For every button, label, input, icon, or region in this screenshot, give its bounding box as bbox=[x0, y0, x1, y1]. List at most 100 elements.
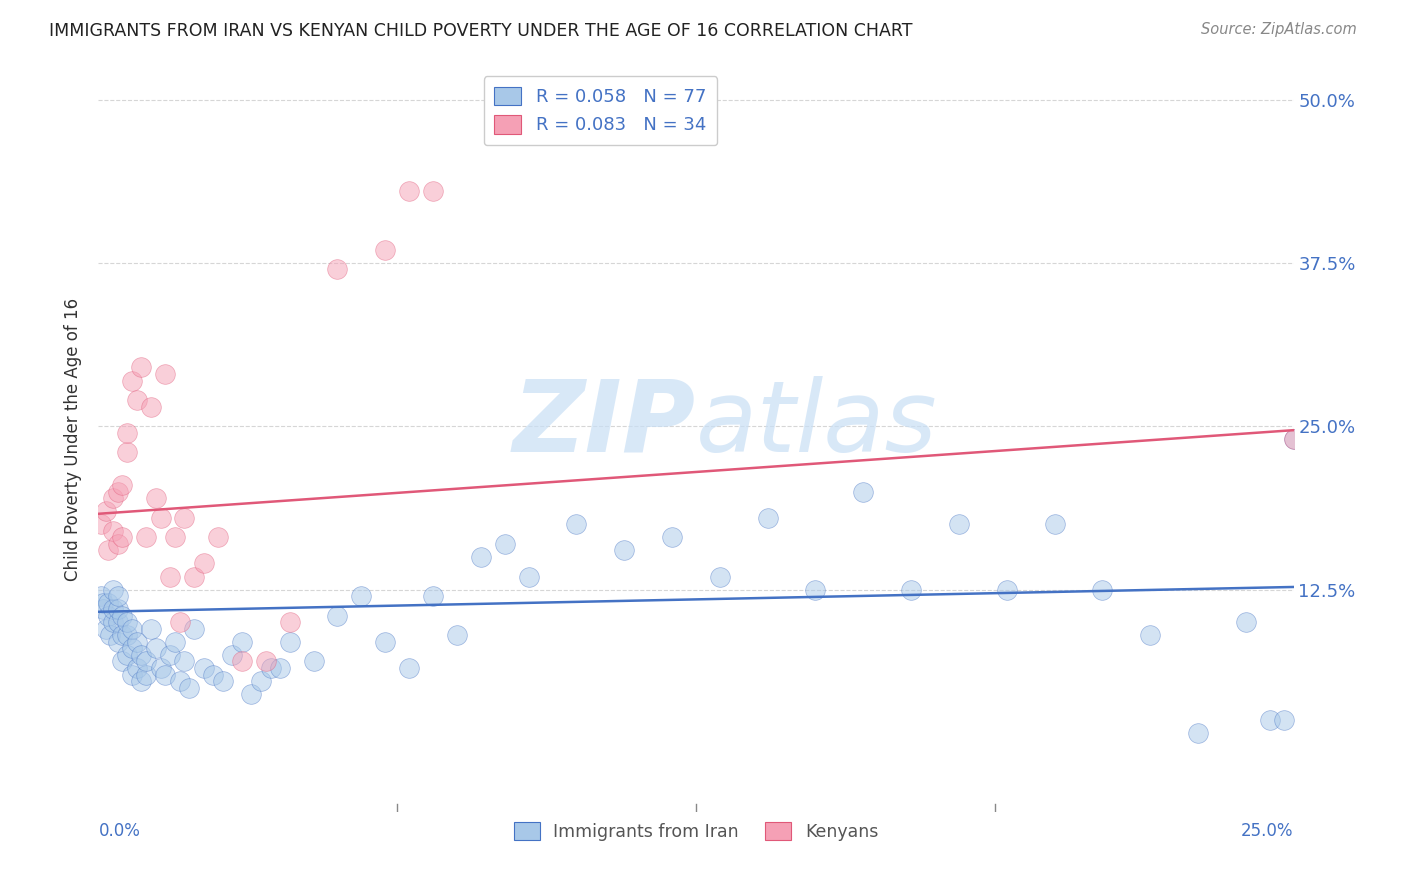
Point bbox=[900, 582, 922, 597]
Point bbox=[169, 615, 191, 630]
Point bbox=[111, 608, 134, 623]
Point bbox=[107, 484, 129, 499]
Point bbox=[269, 661, 291, 675]
Point bbox=[183, 569, 205, 583]
Point bbox=[101, 615, 124, 630]
Point bbox=[97, 608, 120, 623]
Point bbox=[111, 530, 134, 544]
Point bbox=[350, 589, 373, 603]
Point bbox=[115, 648, 138, 662]
Point bbox=[115, 445, 138, 459]
Point bbox=[422, 184, 444, 198]
Point bbox=[121, 374, 143, 388]
Point bbox=[1187, 726, 1209, 740]
Text: 0.0%: 0.0% bbox=[98, 822, 141, 840]
Point bbox=[1139, 628, 1161, 642]
Point bbox=[149, 661, 172, 675]
Point bbox=[125, 393, 148, 408]
Point bbox=[125, 635, 148, 649]
Point bbox=[145, 491, 167, 505]
Point bbox=[131, 360, 153, 375]
Point bbox=[231, 655, 253, 669]
Point bbox=[193, 557, 215, 571]
Point bbox=[1091, 582, 1114, 597]
Point bbox=[804, 582, 827, 597]
Point bbox=[135, 667, 157, 681]
Point bbox=[101, 524, 124, 538]
Text: Source: ZipAtlas.com: Source: ZipAtlas.com bbox=[1201, 22, 1357, 37]
Point bbox=[179, 681, 201, 695]
Point bbox=[240, 687, 263, 701]
Point bbox=[278, 615, 301, 630]
Point bbox=[278, 635, 301, 649]
Point bbox=[163, 635, 186, 649]
Point bbox=[155, 667, 177, 681]
Point bbox=[1258, 713, 1281, 727]
Point bbox=[94, 504, 117, 518]
Point bbox=[155, 367, 177, 381]
Point bbox=[470, 549, 492, 564]
Point bbox=[149, 510, 172, 524]
Text: ZIP: ZIP bbox=[513, 376, 696, 473]
Point bbox=[131, 674, 153, 689]
Point bbox=[398, 184, 420, 198]
Point bbox=[259, 661, 281, 675]
Point bbox=[90, 517, 112, 532]
Point bbox=[1272, 713, 1295, 727]
Point bbox=[193, 661, 215, 675]
Point bbox=[97, 543, 120, 558]
Point bbox=[183, 622, 205, 636]
Point bbox=[709, 569, 731, 583]
Point bbox=[1234, 615, 1257, 630]
Point bbox=[107, 635, 129, 649]
Point bbox=[852, 484, 875, 499]
Point bbox=[107, 615, 129, 630]
Point bbox=[90, 589, 112, 603]
Point bbox=[91, 596, 114, 610]
Point bbox=[115, 628, 138, 642]
Point bbox=[494, 537, 516, 551]
Point bbox=[374, 243, 396, 257]
Point bbox=[111, 628, 134, 642]
Point bbox=[169, 674, 191, 689]
Point bbox=[107, 537, 129, 551]
Point bbox=[398, 661, 420, 675]
Point bbox=[565, 517, 588, 532]
Point bbox=[173, 655, 195, 669]
Point bbox=[101, 602, 124, 616]
Y-axis label: Child Poverty Under the Age of 16: Child Poverty Under the Age of 16 bbox=[65, 298, 83, 581]
Point bbox=[254, 655, 277, 669]
Point bbox=[98, 628, 122, 642]
Point bbox=[948, 517, 970, 532]
Point bbox=[145, 641, 167, 656]
Point bbox=[326, 262, 349, 277]
Point bbox=[302, 655, 325, 669]
Point bbox=[1282, 433, 1305, 447]
Point bbox=[756, 510, 779, 524]
Point bbox=[1282, 433, 1305, 447]
Point bbox=[91, 602, 114, 616]
Point bbox=[1043, 517, 1066, 532]
Point bbox=[115, 425, 138, 440]
Point bbox=[121, 641, 143, 656]
Point bbox=[159, 569, 181, 583]
Point bbox=[159, 648, 181, 662]
Point bbox=[446, 628, 468, 642]
Point bbox=[125, 661, 148, 675]
Point bbox=[139, 400, 162, 414]
Point bbox=[211, 674, 233, 689]
Point bbox=[97, 596, 120, 610]
Point bbox=[221, 648, 243, 662]
Point bbox=[101, 582, 124, 597]
Point bbox=[135, 530, 157, 544]
Point bbox=[173, 510, 195, 524]
Point bbox=[107, 589, 129, 603]
Text: atlas: atlas bbox=[696, 376, 938, 473]
Point bbox=[374, 635, 396, 649]
Point bbox=[111, 655, 134, 669]
Point bbox=[613, 543, 636, 558]
Point bbox=[326, 608, 349, 623]
Point bbox=[121, 667, 143, 681]
Point bbox=[131, 648, 153, 662]
Point bbox=[202, 667, 225, 681]
